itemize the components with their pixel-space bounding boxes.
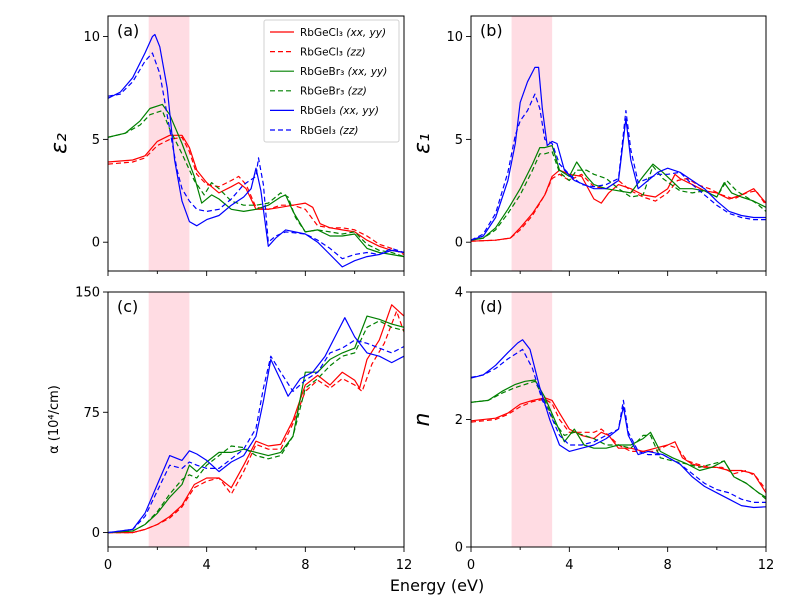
y-axis-label: ε₁	[410, 133, 435, 154]
y-axis-label: α (10⁴/cm)	[47, 385, 62, 454]
y-tick-label: 75	[83, 406, 100, 421]
x-tick-label: 0	[467, 558, 475, 573]
legend-name: RbGeI₃	[300, 125, 336, 137]
legend-entry-cl_xx: RbGeCl₃ (xx, yy)	[300, 27, 386, 39]
y-tick-label: 2	[455, 413, 463, 428]
panel-label: (d)	[480, 297, 503, 316]
y-tick-label: 0	[455, 541, 463, 556]
legend-name: RbGeBr₃	[300, 86, 344, 98]
series-line-i_zz	[471, 93, 766, 241]
y-tick-label: 0	[455, 236, 463, 251]
panel-label: (a)	[117, 21, 139, 40]
series-line-i_xx	[471, 339, 766, 509]
legend: RbGeCl₃ (xx, yy)RbGeCl₃ (zz)RbGeBr₃ (xx,…	[263, 19, 400, 143]
legend-entry-i_zz: RbGeI₃ (zz)	[300, 125, 358, 137]
series-line-br_zz	[471, 151, 766, 241]
series-group	[471, 339, 766, 509]
series-line-cl_zz	[108, 136, 404, 256]
series-group	[471, 66, 766, 242]
series-line-br_xx	[108, 103, 404, 258]
legend-name: RbGeCl₃	[300, 27, 343, 39]
legend-suffix: (zz)	[343, 46, 366, 58]
series-line-br_zz	[108, 110, 404, 258]
y-axis-label: ε₂	[47, 133, 72, 154]
series-line-cl_zz	[471, 173, 766, 242]
legend-suffix: (zz)	[336, 125, 359, 137]
series-line-i_xx	[108, 317, 404, 534]
x-tick-label: 4	[203, 558, 211, 573]
legend-box	[263, 19, 400, 143]
y-tick-label: 150	[75, 286, 100, 301]
series-line-br_zz	[471, 380, 766, 500]
legend-name: RbGeI₃	[300, 105, 336, 117]
series-line-cl_zz	[108, 310, 404, 534]
series-line-i_zz	[108, 339, 404, 534]
x-tick-label: 12	[758, 558, 775, 573]
x-tick-label: 8	[301, 558, 309, 573]
panel-label: (c)	[117, 297, 138, 316]
y-axis-label: n	[410, 413, 435, 427]
shaded-band	[511, 292, 553, 547]
series-line-cl_xx	[108, 304, 404, 534]
legend-suffix: (xx, yy)	[343, 27, 386, 39]
x-tick-label: 4	[565, 558, 573, 573]
series-line-i_zz	[471, 348, 766, 503]
y-tick-label: 10	[446, 30, 463, 45]
y-tick-label: 5	[455, 133, 463, 148]
y-tick-label: 0	[92, 236, 100, 251]
y-tick-label: 0	[92, 526, 100, 541]
legend-name: RbGeCl₃	[300, 46, 343, 58]
legend-entry-i_xx: RbGeI₃ (xx, yy)	[300, 105, 379, 117]
x-tick-label: 8	[664, 558, 672, 573]
y-tick-label: 5	[92, 133, 100, 148]
series-line-i_zz	[108, 52, 404, 260]
y-tick-label: 4	[455, 286, 463, 301]
y-tick-label: 10	[83, 30, 100, 45]
series-group	[108, 33, 404, 268]
series-line-cl_xx	[471, 169, 766, 242]
legend-suffix: (xx, yy)	[336, 105, 379, 117]
series-line-br_zz	[108, 320, 404, 534]
x-axis-label: Energy (eV)	[390, 576, 484, 595]
x-tick-label: 0	[104, 558, 112, 573]
panel-b: 0 5 10 ε₁ (b)	[410, 15, 767, 276]
series-line-i_xx	[108, 33, 404, 268]
legend-entry-br_xx: RbGeBr₃ (xx, yy)	[300, 66, 387, 78]
legend-entry-cl_zz: RbGeCl₃ (zz)	[300, 46, 366, 58]
panel-label: (b)	[480, 21, 503, 40]
panel-c: 0 4 8 12 0 75 150 α (10⁴/cm) (c)	[47, 286, 412, 574]
shaded-band	[511, 16, 553, 271]
legend-name: RbGeBr₃	[300, 66, 344, 78]
panel-d: 0 4 8 12 0 2 4 n (d)	[410, 286, 774, 574]
series-line-br_xx	[108, 315, 404, 534]
x-tick-label: 12	[396, 558, 413, 573]
legend-suffix: (zz)	[344, 86, 367, 98]
series-group	[108, 304, 404, 534]
shaded-band	[148, 292, 190, 547]
series-line-i_xx	[471, 66, 766, 241]
legend-suffix: (xx, yy)	[344, 66, 387, 78]
legend-entry-br_zz: RbGeBr₃ (zz)	[300, 86, 367, 98]
